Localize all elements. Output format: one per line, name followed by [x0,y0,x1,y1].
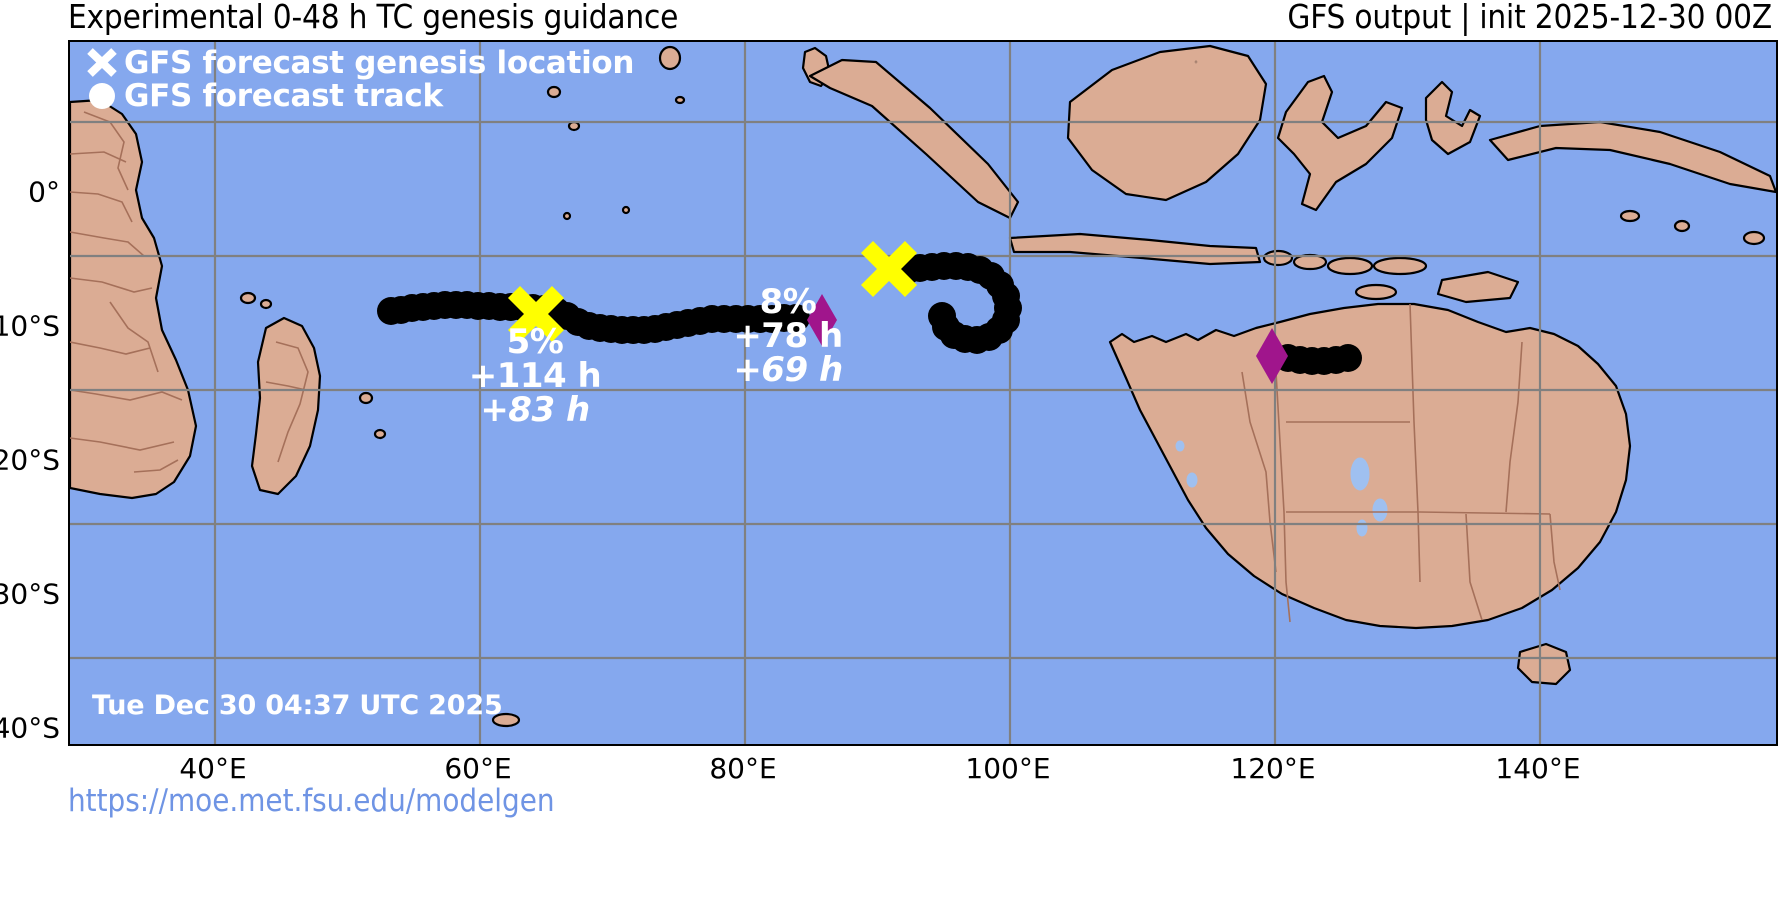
landmasses [70,44,1776,728]
x-marker-icon [82,46,122,79]
header-bar: Experimental 0-48 h TC genesis guidance … [0,0,1786,38]
political-borders [70,111,1561,623]
forecast-track-system-2[interactable] [894,252,1022,354]
current-position-system-1[interactable] [807,294,837,346]
legend-label-track: GFS forecast track [124,77,443,114]
dot-marker-icon [82,79,122,112]
x-tick-4: 120°E [1230,752,1316,785]
y-tick-2: 20°S [0,443,60,477]
probability-label-system-1: 5% [506,322,564,362]
genesis-marker-system-2[interactable] [860,240,918,298]
x-tick-2: 80°E [709,752,777,785]
source-url-link[interactable]: https://moe.met.fsu.edu/modelgen [68,783,555,819]
probability-label-system-2: 8% [759,282,817,322]
graticule [70,42,1776,744]
legend-item-genesis: GFS forecast genesis location [82,44,635,81]
y-tick-3: 30°S [0,577,60,611]
legend-item-track: GFS forecast track [82,77,634,114]
genesis-marker-system-1[interactable] [507,285,565,343]
map-legend: GFS forecast genesis location GFS foreca… [82,44,635,114]
x-tick-1: 60°E [444,752,512,785]
map-graphic [70,42,1776,744]
x-tick-0: 40°E [179,752,247,785]
annotation-system-2: 8% +78 h +69 h [703,285,873,387]
genesis-time-label-system-1: +114 h [468,356,602,396]
legend-label-genesis: GFS forecast genesis location [124,44,635,81]
y-tick-4: 40°S [0,711,60,745]
x-tick-3: 100°E [965,752,1051,785]
forecast-track-system-1[interactable] [377,291,810,344]
alt-genesis-time-label-system-1: +83 h [480,390,590,430]
model-init-label: GFS output | init 2025-12-30 00Z [1287,0,1772,36]
alt-genesis-time-label-system-2: +69 h [733,350,843,390]
render-timestamp: Tue Dec 30 04:37 UTC 2025 [92,690,503,721]
annotation-system-1: 5% +114 h +83 h [450,325,620,427]
page-title: Experimental 0-48 h TC genesis guidance [68,0,679,36]
genesis-time-label-system-2: +78 h [733,316,843,356]
current-position-system-3[interactable] [1256,328,1288,384]
map-panel[interactable]: GFS forecast genesis location GFS foreca… [68,40,1778,746]
y-tick-1: 10°S [0,309,60,343]
y-tick-0: 0° [28,175,60,209]
forecast-track-system-3[interactable] [1274,344,1362,375]
x-tick-5: 140°E [1495,752,1581,785]
